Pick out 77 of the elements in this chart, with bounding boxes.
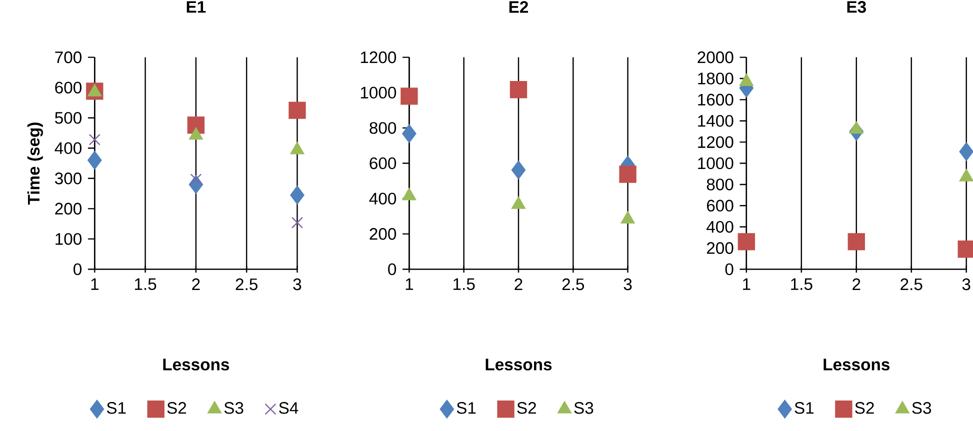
y-tick-label: 400 bbox=[54, 142, 82, 154]
y-tick-label: 0 bbox=[74, 264, 82, 276]
point bbox=[187, 116, 205, 134]
y-tick-label: 1200 bbox=[698, 136, 734, 148]
x-tick-label: 1.5 bbox=[454, 278, 475, 290]
y-tick-label: 1000 bbox=[698, 158, 734, 170]
point bbox=[510, 81, 528, 98]
y-tick-label: 0 bbox=[725, 264, 734, 276]
point bbox=[511, 160, 526, 180]
x-axis-title: Lessons bbox=[163, 359, 230, 371]
y-tick-label: 1000 bbox=[360, 86, 396, 99]
x-tick-label: 2 bbox=[852, 278, 860, 290]
legend-label: S1 bbox=[106, 402, 126, 414]
point bbox=[190, 174, 202, 186]
y-tick-label: 400 bbox=[369, 192, 396, 205]
legend-label: S1 bbox=[456, 402, 476, 414]
legend-label: S2 bbox=[167, 402, 186, 414]
legend-label: S2 bbox=[517, 402, 536, 414]
y-axis-title: Time (seg) bbox=[27, 122, 43, 205]
x-tick-label: 2.5 bbox=[236, 278, 258, 290]
x-tick-label: 1 bbox=[406, 278, 414, 290]
x-tick-label: 1.5 bbox=[134, 278, 156, 290]
y-tick-label: 200 bbox=[55, 203, 82, 215]
x-tick-label: 1 bbox=[91, 278, 98, 290]
chart-title: E1 bbox=[186, 1, 206, 13]
point bbox=[849, 122, 864, 134]
point bbox=[88, 134, 100, 146]
y-tick-label: 1800 bbox=[698, 72, 734, 85]
y-tick-label: 100 bbox=[56, 233, 82, 246]
y-tick-label: 2000 bbox=[698, 52, 734, 64]
point bbox=[288, 102, 306, 120]
point bbox=[620, 212, 635, 224]
point bbox=[402, 188, 416, 200]
x-tick-label: 2 bbox=[192, 278, 200, 290]
y-tick-label: 400 bbox=[706, 221, 734, 233]
x-tick-label: 3 bbox=[293, 278, 302, 290]
legend-label: S3 bbox=[912, 402, 932, 414]
point bbox=[738, 233, 756, 251]
y-tick-label: 1200 bbox=[360, 52, 396, 64]
point bbox=[512, 196, 526, 210]
y-tick-label: 1600 bbox=[698, 94, 734, 106]
x-tick-label: 3 bbox=[962, 278, 970, 290]
x-tick-label: 2.5 bbox=[562, 278, 584, 290]
y-tick-label: 500 bbox=[55, 112, 82, 124]
point bbox=[88, 151, 102, 170]
y-tick-label: 1400 bbox=[698, 115, 734, 128]
x-axis-title: Lessons bbox=[486, 359, 552, 371]
y-tick-label: 700 bbox=[55, 52, 82, 64]
point bbox=[402, 124, 416, 144]
legend-label: S3 bbox=[224, 402, 244, 414]
chart-title: E2 bbox=[509, 1, 528, 13]
y-tick-label: 200 bbox=[706, 242, 734, 254]
legend-label: S3 bbox=[574, 402, 594, 414]
legend-label: S1 bbox=[794, 402, 814, 414]
point bbox=[739, 74, 754, 86]
point bbox=[290, 186, 304, 205]
x-tick-label: 3 bbox=[624, 278, 632, 290]
y-tick-label: 600 bbox=[370, 158, 396, 170]
y-tick-label: 0 bbox=[388, 264, 396, 276]
y-tick-label: 600 bbox=[706, 200, 734, 212]
y-tick-label: 800 bbox=[370, 122, 396, 134]
x-tick-label: 2.5 bbox=[900, 278, 922, 290]
legend-label: S2 bbox=[855, 402, 874, 414]
y-tick-label: 300 bbox=[54, 172, 82, 185]
chart-title: E3 bbox=[847, 1, 866, 14]
y-tick-label: 600 bbox=[55, 82, 82, 94]
x-tick-label: 2 bbox=[514, 278, 522, 290]
x-axis-title: Lessons bbox=[824, 359, 890, 371]
legend-label: S4 bbox=[279, 402, 298, 414]
point bbox=[400, 88, 418, 105]
x-tick-label: 1.5 bbox=[791, 278, 812, 290]
point bbox=[619, 166, 636, 184]
point bbox=[291, 217, 304, 229]
point bbox=[848, 233, 865, 251]
y-tick-label: 200 bbox=[370, 228, 396, 240]
y-tick-label: 800 bbox=[706, 178, 734, 191]
x-tick-label: 1 bbox=[743, 278, 750, 290]
